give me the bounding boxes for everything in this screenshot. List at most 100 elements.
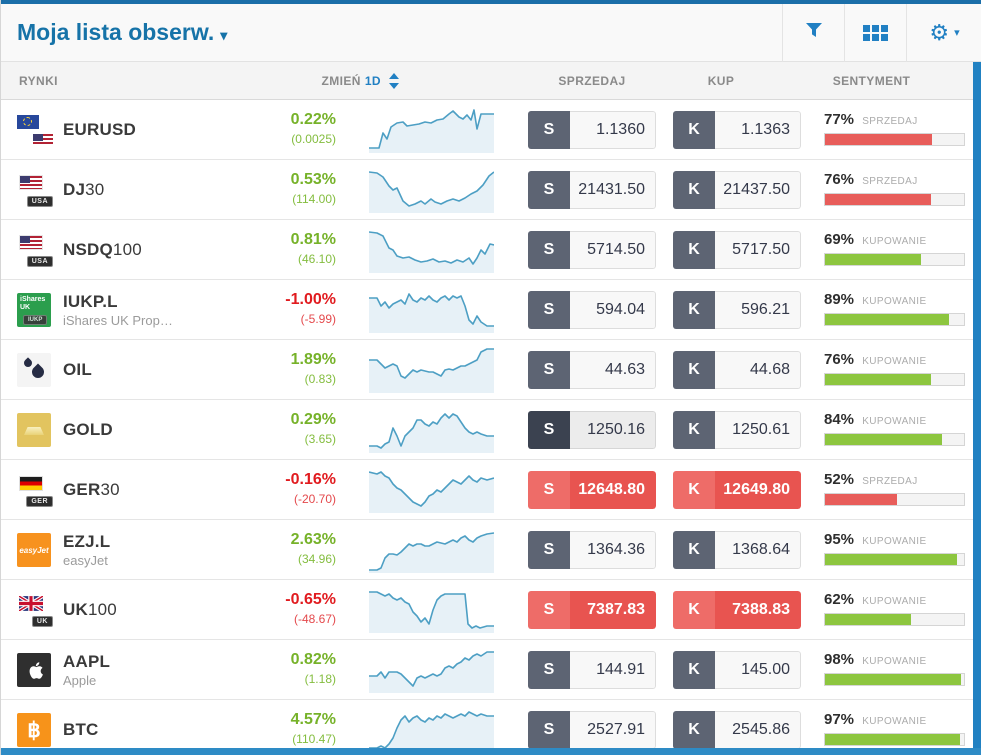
change-cell: 0.29% (3.65): [236, 409, 336, 447]
buy-button[interactable]: K 12649.80: [673, 471, 801, 509]
sentiment-bar-fill: [825, 314, 949, 325]
instrument-symbol: BTC: [63, 720, 99, 739]
sell-button[interactable]: S 1.1360: [528, 111, 656, 149]
sentiment-percent: 69%: [824, 231, 855, 248]
sell-button-tag: S: [528, 171, 570, 209]
sell-price: 44.63: [570, 351, 656, 389]
buy-button-tag: K: [673, 531, 715, 569]
watchlist-title-dropdown[interactable]: Moja lista obserw. ▾: [17, 19, 227, 46]
sentiment-bar: [824, 493, 965, 506]
instrument-name: GER30: [63, 460, 120, 520]
sparkline-chart: [369, 467, 494, 513]
buy-button-tag: K: [673, 351, 715, 389]
sort-arrows-icon[interactable]: [389, 73, 399, 89]
buy-button[interactable]: K 1250.61: [673, 411, 801, 449]
change-percent: -1.00%: [285, 291, 336, 308]
buy-price: 12649.80: [715, 471, 801, 509]
sentiment-bar-fill: [825, 434, 942, 445]
change-cell: -0.65% (-48.67): [236, 589, 336, 627]
change-percent: 0.29%: [290, 411, 336, 428]
instrument-symbol: UK100: [63, 600, 117, 619]
sell-button[interactable]: S 5714.50: [528, 231, 656, 269]
table-row[interactable]: UK UK100 -0.65% (-48.67) S 7387.83 K 738…: [1, 580, 974, 640]
buy-button[interactable]: K 7388.83: [673, 591, 801, 629]
change-cell: 1.89% (0.83): [236, 349, 336, 387]
change-absolute: (-20.70): [293, 491, 336, 506]
buy-price: 596.21: [715, 291, 801, 329]
sentiment-label: SPRZEDAJ: [859, 116, 918, 127]
settings-button[interactable]: ⚙ ▾: [906, 3, 981, 62]
instrument-name: DJ30: [63, 160, 104, 220]
table-row[interactable]: easyJet EZJ.L easyJet 2.63% (34.96) S 13…: [1, 520, 974, 580]
buy-button[interactable]: K 145.00: [673, 651, 801, 689]
table-row[interactable]: GER GER30 -0.16% (-20.70) S 12648.80 K 1…: [1, 460, 974, 520]
sell-button[interactable]: S 44.63: [528, 351, 656, 389]
sell-button[interactable]: S 1250.16: [528, 411, 656, 449]
vertical-scrollbar[interactable]: [973, 62, 981, 755]
sentiment-cell: 76% SPRZEDAJ: [824, 171, 966, 206]
sentiment-bar: [824, 193, 965, 206]
sentiment-cell: 84% KUPOWANIE: [824, 411, 966, 446]
table-row[interactable]: OIL 1.89% (0.83) S 44.63 K 44.68 76% KUP…: [1, 340, 974, 400]
grid-view-icon: [863, 24, 888, 41]
grid-view-button[interactable]: [844, 3, 906, 62]
sell-button[interactable]: S 144.91: [528, 651, 656, 689]
instrument-symbol: EURUSD: [63, 120, 136, 139]
sentiment-bar: [824, 673, 965, 686]
column-change-sort[interactable]: ZMIEŃ 1D: [321, 74, 381, 88]
sentiment-percent: 77%: [824, 111, 855, 128]
sparkline-chart: [369, 527, 494, 573]
sentiment-cell: 97% KUPOWANIE: [824, 711, 966, 746]
sell-button[interactable]: S 12648.80: [528, 471, 656, 509]
eu-flag-icon: [17, 115, 39, 129]
change-percent: 4.57%: [290, 711, 336, 728]
sell-button[interactable]: S 7387.83: [528, 591, 656, 629]
sentiment-bar-fill: [825, 614, 912, 625]
table-row[interactable]: ฿ BTC 4.57% (110.47) S 2527.91 K 2545.86…: [1, 700, 974, 755]
instrument-name: GOLD: [63, 400, 113, 460]
sell-button[interactable]: S 2527.91: [528, 711, 656, 749]
usa-flag-badge-icon: USA: [17, 233, 53, 267]
buy-button[interactable]: K 1368.64: [673, 531, 801, 569]
instrument-subtitle: iShares UK Prop…: [63, 313, 173, 328]
change-cell: 0.81% (46.10): [236, 229, 336, 267]
page-title: Moja lista obserw.: [17, 19, 215, 45]
iukp-badge: IUKP: [23, 315, 48, 325]
buy-button[interactable]: K 21437.50: [673, 171, 801, 209]
buy-button[interactable]: K 596.21: [673, 291, 801, 329]
bitcoin-icon: ฿: [17, 713, 51, 747]
table-row[interactable]: USA NSDQ100 0.81% (46.10) S 5714.50 K 57…: [1, 220, 974, 280]
uk-flag-badge-icon: UK: [17, 593, 53, 627]
sell-price: 7387.83: [570, 591, 656, 629]
sentiment-bar-fill: [825, 134, 933, 145]
sentiment-percent: 98%: [824, 651, 855, 668]
sentiment-cell: 98% KUPOWANIE: [824, 651, 966, 686]
change-cell: -1.00% (-5.99): [236, 289, 336, 327]
buy-button-tag: K: [673, 411, 715, 449]
sentiment-bar-fill: [825, 674, 962, 685]
change-absolute: (0.0025): [291, 131, 336, 146]
buy-button[interactable]: K 5717.50: [673, 231, 801, 269]
usa-flag-badge-icon: USA: [17, 173, 53, 207]
table-row[interactable]: EURUSD 0.22% (0.0025) S 1.1360 K 1.1363 …: [1, 100, 974, 160]
table-row[interactable]: USA DJ30 0.53% (114.00) S 21431.50 K 214…: [1, 160, 974, 220]
buy-button[interactable]: K 1.1363: [673, 111, 801, 149]
sell-button[interactable]: S 1364.36: [528, 531, 656, 569]
buy-button[interactable]: K 44.68: [673, 351, 801, 389]
sell-button[interactable]: S 594.04: [528, 291, 656, 329]
sentiment-bar-fill: [825, 194, 931, 205]
table-row[interactable]: AAPL Apple 0.82% (1.18) S 144.91 K 145.0…: [1, 640, 974, 700]
sentiment-percent: 76%: [824, 171, 855, 188]
table-row[interactable]: GOLD 0.29% (3.65) S 1250.16 K 1250.61 84…: [1, 400, 974, 460]
change-percent: 0.81%: [290, 231, 336, 248]
sell-button[interactable]: S 21431.50: [528, 171, 656, 209]
buy-button[interactable]: K 2545.86: [673, 711, 801, 749]
change-absolute: (-5.99): [300, 311, 336, 326]
sentiment-bar: [824, 133, 965, 146]
table-row[interactable]: iShares UK IUKP IUKP.L iShares UK Prop… -1…: [1, 280, 974, 340]
sentiment-bar: [824, 373, 965, 386]
sparkline-chart: [369, 587, 494, 633]
sentiment-label: KUPOWANIE: [859, 596, 927, 607]
filter-button[interactable]: [782, 3, 844, 62]
